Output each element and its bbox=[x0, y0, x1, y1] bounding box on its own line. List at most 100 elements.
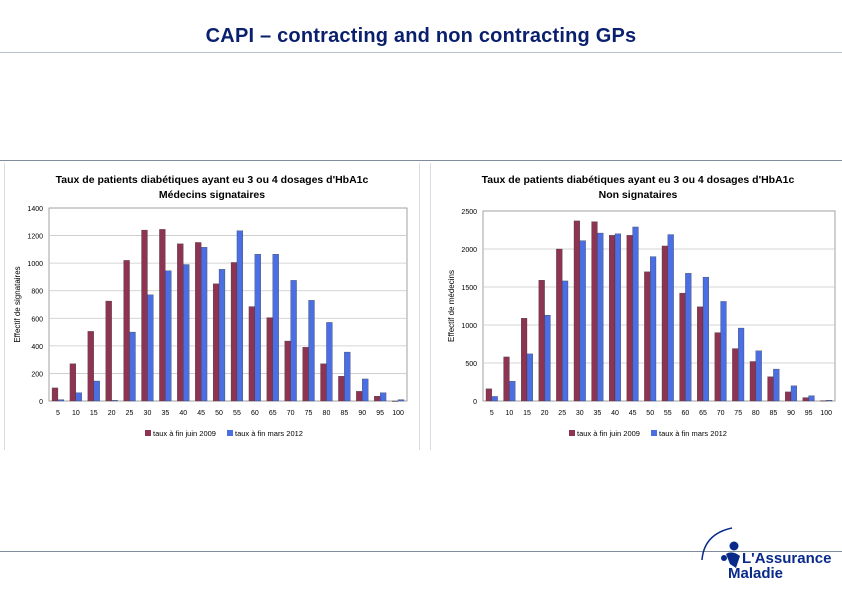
x-tick-label: 40 bbox=[179, 410, 187, 417]
y-tick-label: 1000 bbox=[27, 261, 43, 268]
x-tick-label: 85 bbox=[770, 410, 778, 417]
legend-label: taux à fin juin 2009 bbox=[577, 429, 640, 438]
bar-2012 bbox=[397, 399, 405, 402]
bar-2012 bbox=[75, 392, 82, 402]
slide-title: CAPI – contracting and non contracting G… bbox=[205, 25, 637, 47]
y-tick-label: 0 bbox=[39, 399, 43, 406]
bar-2009 bbox=[195, 242, 202, 402]
bar-2009 bbox=[123, 260, 130, 402]
bar-2012 bbox=[632, 226, 639, 402]
bar-2009 bbox=[356, 391, 363, 402]
bar-2009 bbox=[302, 347, 309, 402]
bar-2009 bbox=[374, 396, 381, 402]
bar-2012 bbox=[685, 273, 692, 402]
x-tick-label: 50 bbox=[646, 410, 654, 417]
bar-2012 bbox=[147, 294, 154, 402]
y-tick-label: 400 bbox=[31, 344, 43, 351]
chart-subtitle: Non signataires bbox=[599, 189, 678, 201]
bar-2009 bbox=[573, 220, 580, 402]
bar-2009 bbox=[69, 363, 77, 402]
legend-swatch bbox=[651, 430, 657, 436]
bar-2009 bbox=[749, 361, 756, 402]
bar-2012 bbox=[509, 381, 516, 402]
bar-2012 bbox=[720, 301, 727, 402]
bar-2012 bbox=[562, 280, 569, 402]
y-tick-label: 2500 bbox=[461, 209, 477, 216]
x-tick-label: 40 bbox=[611, 410, 619, 417]
bar-2009 bbox=[802, 397, 809, 402]
x-tick-label: 100 bbox=[820, 410, 832, 417]
x-tick-label: 90 bbox=[358, 410, 366, 417]
bar-2009 bbox=[51, 387, 59, 402]
bar-2009 bbox=[141, 229, 148, 402]
bar-2009 bbox=[521, 318, 528, 402]
x-tick-label: 80 bbox=[752, 410, 760, 417]
assurance-maladie-logo: L'Assurance Maladie bbox=[690, 520, 835, 584]
title-divider bbox=[0, 52, 842, 53]
bar-2009 bbox=[320, 363, 327, 402]
plot-area bbox=[48, 207, 408, 402]
bar-2012 bbox=[290, 280, 297, 402]
bar-2009 bbox=[626, 235, 633, 402]
bar-2009 bbox=[105, 300, 112, 402]
charts-top-divider bbox=[0, 160, 842, 161]
x-tick-label: 20 bbox=[108, 410, 116, 417]
x-tick-label: 30 bbox=[144, 410, 152, 417]
bar-2009 bbox=[679, 292, 686, 402]
bar-2009 bbox=[644, 271, 651, 402]
bar-2012 bbox=[111, 400, 118, 402]
bar-2012 bbox=[379, 392, 387, 402]
bar-2012 bbox=[614, 233, 621, 402]
y-tick-label: 2000 bbox=[461, 247, 477, 254]
chart-title: Taux de patients diabétiques ayant eu 3 … bbox=[56, 174, 369, 186]
bar-2012 bbox=[790, 385, 797, 402]
x-tick-label: 70 bbox=[287, 410, 295, 417]
bar-2012 bbox=[200, 247, 208, 402]
bar-2012 bbox=[218, 269, 226, 402]
bar-2012 bbox=[773, 368, 780, 402]
bar-2009 bbox=[714, 332, 721, 402]
bar-2009 bbox=[159, 229, 166, 402]
x-tick-label: 25 bbox=[126, 410, 134, 417]
bar-2009 bbox=[785, 391, 792, 402]
chart-subtitle: Médecins signataires bbox=[159, 189, 265, 201]
logo-text-line1: L'Assurance bbox=[742, 550, 832, 567]
x-tick-label: 5 bbox=[490, 410, 494, 417]
legend-label: taux à fin mars 2012 bbox=[235, 429, 303, 438]
bar-2009 bbox=[697, 306, 704, 402]
x-tick-label: 60 bbox=[682, 410, 690, 417]
x-tick-label: 50 bbox=[215, 410, 223, 417]
chart-title: Taux de patients diabétiques ayant eu 3 … bbox=[482, 174, 795, 186]
bar-2012 bbox=[579, 240, 586, 402]
x-tick-label: 80 bbox=[323, 410, 331, 417]
bar-2009 bbox=[503, 356, 510, 402]
y-axis-label: Effectif de médecins bbox=[447, 270, 456, 342]
x-tick-label: 35 bbox=[594, 410, 602, 417]
y-tick-label: 1400 bbox=[27, 206, 43, 213]
x-tick-label: 95 bbox=[805, 410, 813, 417]
bar-2012 bbox=[308, 300, 315, 402]
bar-2012 bbox=[667, 234, 674, 402]
bar-2009 bbox=[485, 388, 492, 402]
x-tick-label: 75 bbox=[305, 410, 313, 417]
bar-2009 bbox=[391, 400, 399, 402]
chart-signataires: Taux de patients diabétiques ayant eu 3 … bbox=[4, 163, 420, 450]
legend-label: taux à fin mars 2012 bbox=[659, 429, 727, 438]
chart-signataires-svg: Taux de patients diabétiques ayant eu 3 … bbox=[13, 174, 408, 438]
logo-text-line2: Maladie bbox=[728, 565, 784, 582]
y-tick-label: 200 bbox=[31, 371, 43, 378]
bar-2012 bbox=[93, 380, 100, 402]
bar-2012 bbox=[57, 399, 65, 402]
bar-2009 bbox=[767, 376, 774, 402]
bar-2012 bbox=[254, 254, 261, 402]
bar-2009 bbox=[284, 340, 291, 402]
bar-2012 bbox=[236, 230, 244, 402]
x-tick-label: 95 bbox=[376, 410, 384, 417]
bar-2009 bbox=[661, 245, 668, 402]
bar-2012 bbox=[491, 396, 498, 402]
bar-2009 bbox=[732, 348, 739, 402]
x-tick-label: 70 bbox=[717, 410, 725, 417]
assurance-maladie-logo-icon bbox=[701, 527, 740, 568]
bar-2012 bbox=[738, 327, 745, 402]
bar-2012 bbox=[362, 378, 369, 402]
